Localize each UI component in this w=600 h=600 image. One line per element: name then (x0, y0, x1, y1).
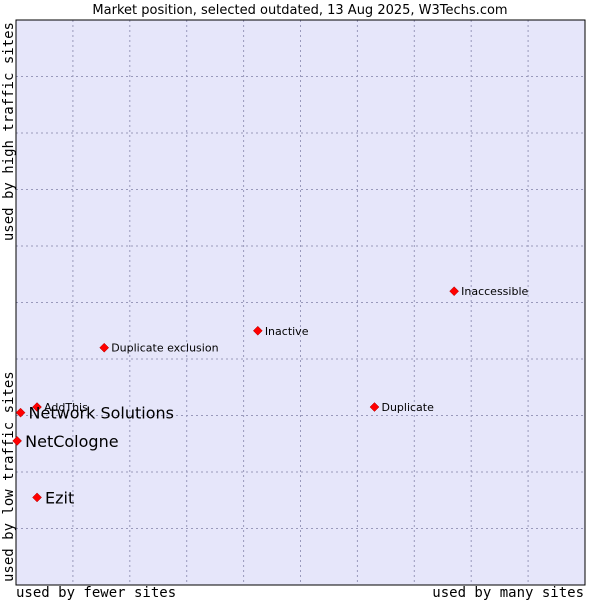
data-point (32, 402, 42, 412)
data-point-label: Ezit (45, 488, 74, 507)
data-point-label: Duplicate (381, 401, 434, 414)
data-points: Inaccessible Inactive Duplicate exclusion D… (12, 285, 529, 507)
data-point-label: AddThis (44, 401, 88, 414)
chart-title: Market position, selected outdated, 13 A… (92, 3, 507, 18)
grid (16, 20, 585, 585)
x-axis-label-right: used by many sites (432, 585, 584, 600)
y-axis-label-top: used by high traffic sites (1, 22, 17, 241)
data-point (99, 342, 110, 353)
data-point (369, 402, 380, 412)
plot-border (15, 19, 586, 586)
data-point (15, 407, 26, 418)
data-point (449, 286, 459, 297)
data-point (252, 325, 263, 336)
data-point-label: Inaccessible (461, 285, 528, 298)
y-axis-label-bottom: used by low traffic sites (1, 371, 17, 582)
data-point (12, 436, 22, 446)
x-axis-label-left: used by fewer sites (16, 585, 176, 600)
data-point-label: Inactive (265, 325, 309, 338)
data-point-label: Duplicate exclusion (111, 342, 218, 355)
data-point (32, 492, 42, 503)
data-point-label: Network Solutions (29, 404, 174, 423)
data-point-label: NetCologne (25, 432, 118, 451)
